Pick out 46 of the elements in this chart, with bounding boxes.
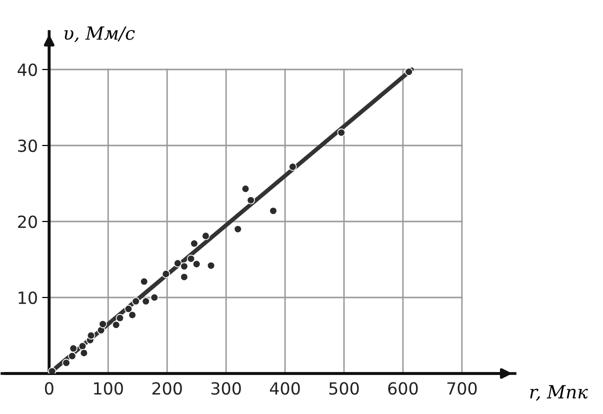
x-tick-label: 600 <box>388 382 418 395</box>
point <box>80 348 88 358</box>
point <box>241 184 250 193</box>
point <box>174 259 182 268</box>
x-tick-label: 400 <box>270 382 300 395</box>
point <box>86 331 96 340</box>
point <box>150 293 159 302</box>
point <box>162 270 170 278</box>
point <box>78 342 87 350</box>
point <box>234 225 242 234</box>
point <box>337 128 346 137</box>
point <box>140 277 148 286</box>
x-tick-label: 700 <box>447 382 477 395</box>
y-axis-title: υ, Мм/с <box>64 26 135 42</box>
x-tick-label: 300 <box>211 382 241 395</box>
point <box>190 239 198 248</box>
x-axis-title: r, Мпк <box>530 385 588 401</box>
point <box>269 206 278 215</box>
point <box>192 260 201 268</box>
point <box>48 367 56 374</box>
point <box>68 352 76 360</box>
point <box>62 358 70 367</box>
point <box>180 262 188 270</box>
point <box>206 261 216 270</box>
point <box>288 162 297 171</box>
x-tick-label: 200 <box>152 382 182 395</box>
point <box>124 304 133 313</box>
point <box>186 254 196 263</box>
point <box>112 320 120 329</box>
point <box>116 314 124 322</box>
point <box>142 297 150 306</box>
point <box>246 196 255 204</box>
x-tick-label: 0 <box>44 382 54 395</box>
point <box>69 344 78 353</box>
y-tick-label: 30 <box>18 139 37 152</box>
x-tick-label: 100 <box>94 382 123 395</box>
point <box>98 320 107 328</box>
y-tick-label: 20 <box>18 215 37 228</box>
point <box>404 68 413 76</box>
y-tick-label: 10 <box>18 291 37 304</box>
point <box>128 310 136 320</box>
x-tick-label: 500 <box>329 382 359 395</box>
y-tick-label: 40 <box>18 63 37 76</box>
point <box>180 272 188 282</box>
point <box>202 232 210 240</box>
point <box>132 297 140 306</box>
